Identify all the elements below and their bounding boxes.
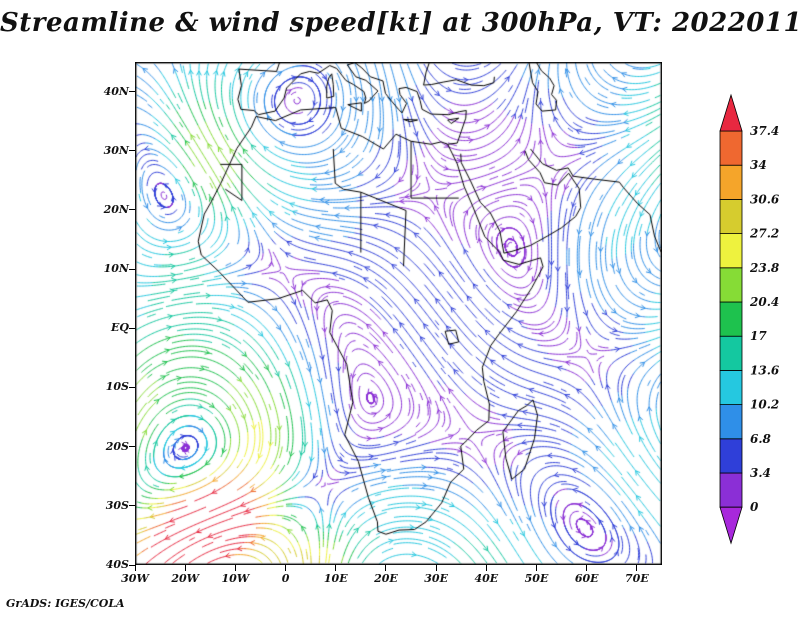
colorbar-segment bbox=[719, 267, 743, 303]
colorbar-segment bbox=[719, 233, 743, 269]
colorbar-segment bbox=[719, 199, 743, 235]
lat-tick-mark bbox=[129, 564, 135, 566]
lon-tick-mark bbox=[435, 565, 437, 571]
colorbar-tick-label: 23.8 bbox=[749, 261, 780, 275]
lon-tick-mark bbox=[586, 565, 588, 571]
lat-tick-label: 10S bbox=[105, 380, 129, 394]
colorbar-tick-label: 20.4 bbox=[749, 295, 779, 309]
lat-tick-label: EQ bbox=[111, 321, 129, 335]
colorbar-segment bbox=[719, 472, 743, 508]
lat-tick-mark bbox=[129, 91, 135, 93]
lat-tick-mark bbox=[129, 446, 135, 448]
colorbar-tick-label: 37.4 bbox=[750, 124, 779, 138]
lat-tick-mark bbox=[129, 150, 135, 152]
colorbar-svg: 0 3.4 6.8 10.2 13.6 17 20.4 23.8 27.2 30.6 34 37.4 bbox=[719, 93, 780, 545]
lat-tick-mark bbox=[129, 327, 135, 329]
colorbar-tick-label: 10.2 bbox=[750, 398, 779, 412]
colorbar-arrow-bottom bbox=[719, 506, 743, 545]
colorbar-arrow-top bbox=[719, 93, 743, 132]
lon-tick-mark bbox=[536, 565, 538, 571]
lon-tick-mark bbox=[485, 565, 487, 571]
colorbar-tick-label: 0 bbox=[750, 500, 759, 514]
colorbar: 0 3.4 6.8 10.2 13.6 17 20.4 23.8 27.2 30.6 34 37.4 bbox=[712, 90, 800, 554]
chart-title: Streamline & wind speed[kt] at 300hPa, V… bbox=[0, 8, 800, 38]
lon-tick-mark bbox=[134, 565, 136, 571]
lat-tick-label: 10N bbox=[103, 262, 129, 276]
lon-tick-mark bbox=[234, 565, 236, 571]
lat-tick-label: 20S bbox=[105, 439, 129, 453]
lon-tick-label: 60E bbox=[574, 572, 599, 585]
lat-tick-mark bbox=[129, 505, 135, 507]
lon-tick-label: 20W bbox=[171, 572, 200, 585]
lat-tick-label: 20N bbox=[103, 202, 129, 216]
lat-tick-mark bbox=[129, 209, 135, 211]
lon-tick-label: 40E bbox=[474, 572, 499, 585]
lat-tick-label: 30S bbox=[105, 498, 129, 512]
colorbar-tick-label: 27.2 bbox=[749, 227, 779, 241]
grads-credit: GrADS: IGES/COLA bbox=[6, 597, 125, 610]
colorbar-tick-label: 6.8 bbox=[750, 432, 772, 446]
colorbar-segment bbox=[719, 164, 743, 200]
lon-tick-label: 20E bbox=[374, 572, 398, 585]
colorbar-tick-label: 30.6 bbox=[750, 192, 780, 206]
lon-tick-label: 10W bbox=[221, 572, 250, 585]
lat-tick-mark bbox=[129, 386, 135, 388]
colorbar-segment bbox=[719, 438, 743, 474]
lon-tick-label: 70E bbox=[625, 572, 649, 585]
colorbar-segment bbox=[719, 369, 743, 405]
colorbar-tick-label: 17 bbox=[750, 329, 767, 343]
colorbar-segment bbox=[719, 130, 743, 166]
colorbar-segment bbox=[719, 335, 743, 371]
lon-tick-label: 30E bbox=[424, 572, 448, 585]
lon-tick-mark bbox=[636, 565, 638, 571]
colorbar-segment bbox=[719, 404, 743, 440]
streamline-map-canvas bbox=[135, 62, 662, 565]
lat-tick-label: 40N bbox=[103, 84, 129, 98]
lon-tick-mark bbox=[285, 565, 287, 571]
lon-tick-mark bbox=[385, 565, 387, 571]
lon-tick-label: 10E bbox=[323, 572, 348, 585]
lon-tick-label: 0 bbox=[281, 572, 290, 585]
lon-tick-label: 30W bbox=[121, 572, 149, 585]
lon-tick-label: 50E bbox=[524, 572, 549, 585]
colorbar-tick-label: 34 bbox=[750, 158, 767, 172]
lat-tick-label: 40S bbox=[105, 558, 129, 571]
lat-tick-mark bbox=[129, 268, 135, 270]
colorbar-segment bbox=[719, 301, 743, 337]
colorbar-tick-label: 3.4 bbox=[750, 466, 771, 480]
lon-tick-mark bbox=[184, 565, 186, 571]
lat-tick-label: 30N bbox=[103, 143, 129, 157]
lon-tick-mark bbox=[335, 565, 337, 571]
colorbar-tick-label: 13.6 bbox=[750, 363, 780, 377]
